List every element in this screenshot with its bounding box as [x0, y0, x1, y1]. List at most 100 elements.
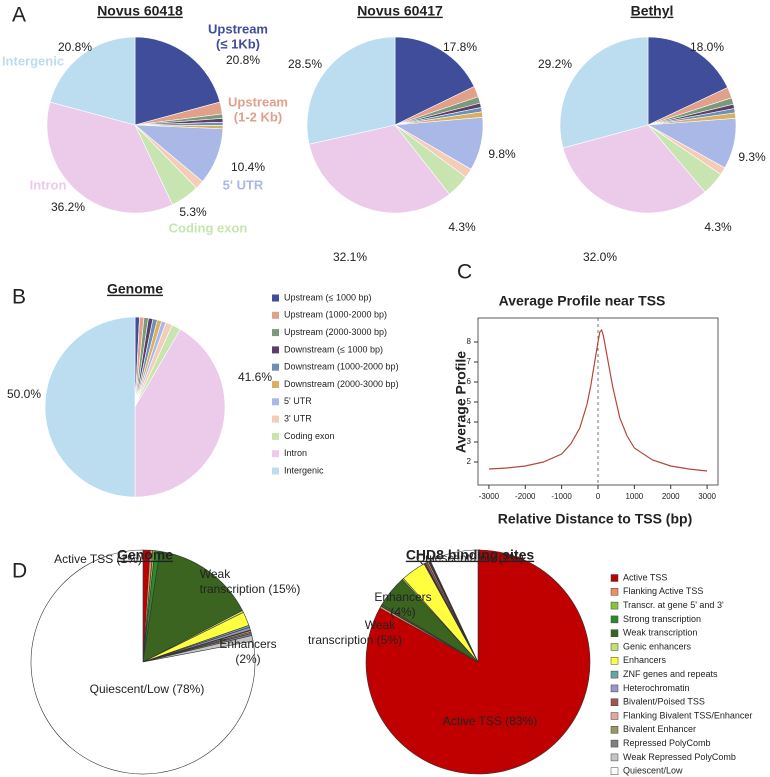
slice-label: Active TSS (83%) — [443, 714, 537, 728]
pie-slice — [30, 549, 256, 775]
pie-slice — [142, 550, 243, 663]
chart-title: Genome — [117, 547, 173, 563]
y-tick-label: 8 — [467, 337, 472, 346]
value-label: 29.2% — [538, 57, 572, 71]
legend-swatch — [610, 588, 619, 596]
legend-swatch — [610, 739, 619, 748]
slice-label: Upstream — [228, 94, 288, 109]
legend-swatch — [610, 684, 619, 693]
value-label: 32.0% — [583, 250, 617, 264]
profile-line — [488, 328, 708, 472]
y-tick-label: 2 — [467, 457, 472, 466]
value-label: 5.3% — [179, 205, 207, 219]
pie-slice — [647, 36, 729, 126]
value-label: 17.8% — [443, 40, 477, 54]
y-tick-label: 5 — [467, 397, 472, 406]
legend-label: Repressed PolyComb — [623, 738, 711, 748]
value-label: 4.3% — [448, 220, 476, 234]
legend-swatch — [272, 467, 279, 475]
value-label: 36.2% — [51, 200, 85, 214]
legend-swatch — [272, 363, 279, 371]
slice-label: Coding exon — [169, 220, 248, 235]
legend-label: Bivalent/Poised TSS — [623, 697, 705, 707]
slice-label: Weak — [200, 567, 231, 581]
value-label: 28.5% — [288, 57, 322, 71]
legend-swatch — [610, 601, 619, 610]
legend-label: Intergenic — [284, 465, 324, 475]
x-tick-label: 0 — [596, 492, 601, 501]
panel-letter: B — [12, 286, 26, 309]
legend-label: Upstream (1000-2000 bp) — [284, 310, 387, 320]
pie-slice — [394, 36, 475, 126]
value-label: 41.6% — [238, 370, 272, 384]
x-tick-label: -2000 — [515, 492, 536, 501]
panel-letter: D — [12, 560, 27, 583]
pie-slice — [44, 316, 136, 498]
legend-label: Flanking Bivalent TSS/Enhancer — [623, 710, 752, 720]
legend-label: Downstream (2000-3000 bp) — [284, 379, 399, 389]
chart-title: Novus 60418 — [97, 3, 183, 19]
legend-swatch — [610, 657, 619, 665]
y-tick-label: 4 — [467, 417, 472, 426]
legend-label: Downstream (≤ 1000 bp) — [284, 344, 383, 354]
legend-swatch — [610, 753, 619, 762]
legend-swatch — [610, 712, 619, 720]
legend-swatch — [610, 726, 619, 734]
legend-label: Heterochromatin — [623, 683, 690, 693]
slice-label: (4%) — [390, 605, 415, 619]
value-label: 4.3% — [704, 220, 732, 234]
legend-swatch — [272, 415, 279, 423]
legend-swatch — [272, 381, 279, 388]
x-tick-label: -3000 — [479, 492, 500, 501]
value-label: 20.8% — [58, 40, 92, 54]
legend-swatch — [272, 294, 279, 302]
legend-label: Coding exon — [284, 431, 335, 441]
legend-label: Bivalent Enhancer — [623, 724, 696, 734]
value-label: 18.0% — [690, 40, 724, 54]
legend-label: Upstream (≤ 1000 bp) — [284, 292, 371, 302]
legend-label: 3' UTR — [284, 413, 312, 423]
y-axis-label: Average Profile — [453, 351, 469, 453]
slice-label: transcription (15%) — [200, 582, 301, 596]
slice-label: Intron — [30, 177, 67, 192]
x-tick-label: -1000 — [551, 492, 572, 501]
x-axis-label: Relative Distance to TSS (bp) — [498, 511, 692, 527]
legend-label: Weak Repressed PolyComb — [623, 752, 736, 762]
value-label: 50.0% — [7, 387, 41, 401]
panel-letter: C — [457, 261, 472, 284]
legend-swatch — [272, 432, 279, 440]
value-label: 10.4% — [231, 160, 265, 174]
chart-title: CHD8 binding sites — [406, 547, 535, 563]
legend-swatch — [272, 398, 279, 406]
pie-slice — [562, 124, 706, 214]
slice-label: Active TSS (1%) — [54, 552, 142, 566]
slice-label: Intergenic — [2, 53, 64, 68]
value-label: 20.8% — [226, 53, 260, 67]
legend-swatch — [272, 311, 279, 319]
value-label: 32.1% — [333, 250, 367, 264]
pie-slice — [46, 101, 173, 214]
pie-slice — [429, 549, 479, 663]
slice-label: (2%) — [235, 652, 260, 666]
pie-slice — [308, 124, 450, 214]
value-label: 9.8% — [488, 147, 516, 161]
y-tick-label: 7 — [467, 357, 472, 366]
slice-label: Weak — [365, 618, 396, 632]
legend-swatch — [610, 698, 619, 706]
y-tick-label: 6 — [467, 377, 472, 386]
legend-label: Flanking Active TSS — [623, 586, 703, 596]
chart-title: Genome — [107, 281, 163, 297]
x-tick-label: 2000 — [662, 492, 680, 501]
legend-swatch — [272, 346, 279, 354]
legend-label: Intron — [284, 448, 307, 458]
legend-label: ZNF genes and repeats — [623, 669, 718, 679]
pie-slice — [49, 36, 136, 126]
x-tick-label: 3000 — [698, 492, 716, 501]
slice-label: Upstream — [208, 21, 268, 36]
legend-swatch — [610, 670, 619, 679]
legend-swatch — [610, 767, 619, 775]
pie-slice — [306, 36, 396, 145]
legend-swatch — [610, 643, 619, 651]
legend-label: Downstream (1000-2000 bp) — [284, 362, 399, 372]
